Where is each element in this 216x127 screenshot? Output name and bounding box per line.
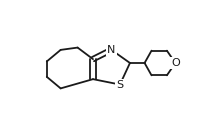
Text: N: N [107, 45, 116, 55]
Text: S: S [116, 80, 124, 90]
Text: O: O [171, 58, 180, 68]
